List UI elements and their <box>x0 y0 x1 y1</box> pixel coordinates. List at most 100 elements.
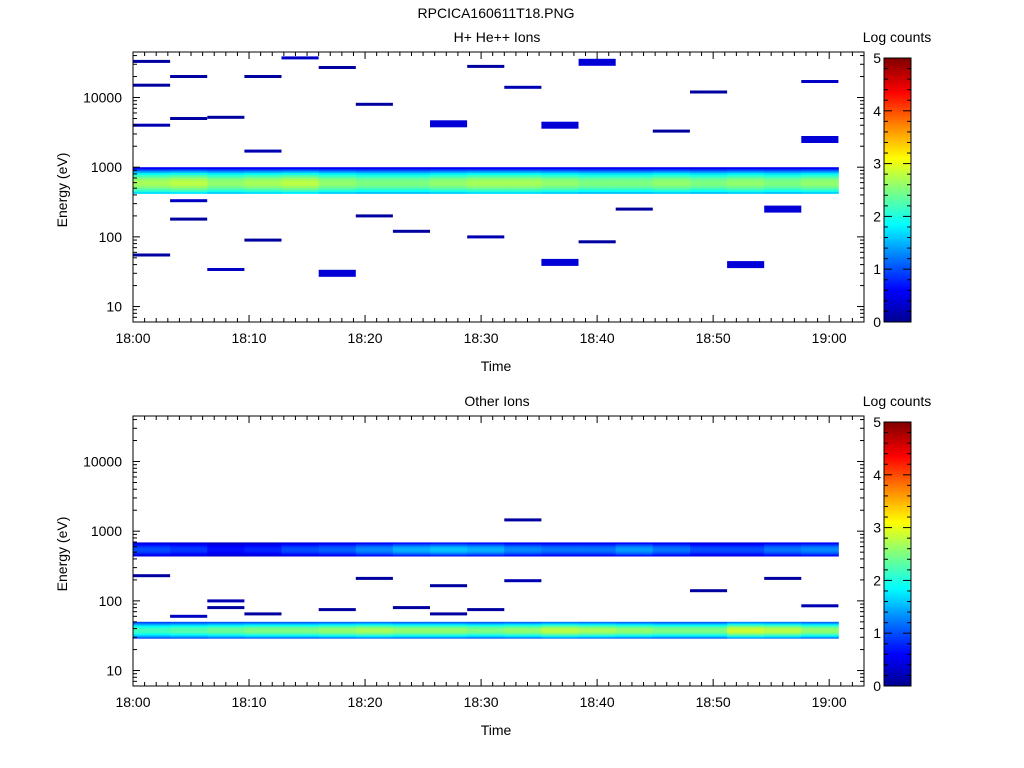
heatmap-cell <box>430 184 468 187</box>
heatmap-cell <box>355 191 394 194</box>
heatmap-cell <box>133 170 171 174</box>
heatmap-cell <box>690 624 728 626</box>
heatmap-cell <box>170 180 208 183</box>
heatmap-cell <box>170 543 208 545</box>
heatmap-cell <box>392 633 431 636</box>
heatmap-cell <box>430 624 468 626</box>
heatmap-cell <box>578 637 617 639</box>
heatmap-cell <box>355 176 394 179</box>
heatmap-cell <box>244 626 282 629</box>
heatmap-cell <box>467 626 505 629</box>
heatmap-cell <box>541 630 579 632</box>
heatmap-cell <box>133 191 171 194</box>
heatmap-cell <box>170 633 208 636</box>
heatmap-cell <box>207 551 245 553</box>
heatmap-cell <box>690 637 728 639</box>
heatmap-cell <box>467 543 505 545</box>
heatmap-cell <box>541 180 579 183</box>
heatmap-cell <box>727 630 765 632</box>
heatmap-cell <box>690 191 728 194</box>
heatmap-cell <box>170 634 208 637</box>
heatmap-cell <box>133 632 171 634</box>
heatmap-cell <box>652 543 691 545</box>
heatmap-cell <box>652 548 691 550</box>
heatmap-cell <box>615 625 654 627</box>
heatmap-cell <box>170 172 208 176</box>
heatmap-cell <box>318 269 356 277</box>
heatmap-cell <box>318 626 357 629</box>
heatmap-cell <box>430 191 468 194</box>
heatmap-cell <box>318 187 357 191</box>
heatmap-cell <box>690 625 728 627</box>
heatmap-cell <box>652 553 691 555</box>
heatmap-cell <box>207 552 245 554</box>
heatmap-cell <box>133 189 171 192</box>
heatmap-cell <box>652 129 690 133</box>
heatmap-cell <box>281 621 319 624</box>
heatmap-cell <box>578 546 617 548</box>
heatmap-cell <box>355 545 394 547</box>
heatmap-cell <box>244 634 282 637</box>
heatmap-cell <box>652 550 691 552</box>
heatmap-cell <box>690 543 728 545</box>
heatmap-cell <box>467 554 505 556</box>
heatmap-cell <box>578 191 617 194</box>
heatmap-cell <box>133 169 171 172</box>
heatmap-cell <box>207 543 245 545</box>
heatmap-cell <box>727 632 765 634</box>
heatmap-cell <box>430 637 468 639</box>
heatmap-cell <box>615 169 654 172</box>
heatmap-cell <box>727 623 765 625</box>
heatmap-cell <box>392 630 431 632</box>
heatmap-cell <box>170 546 208 548</box>
heatmap-cell <box>244 612 282 616</box>
heatmap-cell <box>801 631 839 633</box>
heatmap-cell <box>170 547 208 549</box>
heatmap-cell <box>615 548 654 550</box>
heatmap-cell <box>727 547 765 549</box>
heatmap-cell <box>801 627 839 630</box>
heatmap-cell <box>690 628 728 631</box>
heatmap-cell <box>801 191 839 194</box>
heatmap-cell <box>578 550 617 552</box>
heatmap-cell <box>504 169 542 172</box>
heatmap-cell <box>170 552 208 554</box>
heatmap-cell <box>133 547 171 549</box>
heatmap-cell <box>727 172 765 176</box>
heatmap-cell <box>244 543 282 545</box>
heatmap-cell <box>392 542 431 544</box>
heatmap-cell <box>281 169 319 172</box>
heatmap-cell <box>318 550 357 552</box>
heatmap-cell <box>615 637 654 639</box>
y-axis-label: Energy (eV) <box>54 517 70 592</box>
heatmap-cell <box>355 172 394 176</box>
heatmap-cell <box>504 180 542 183</box>
heatmap-cell <box>170 625 208 627</box>
heatmap-cell <box>467 187 505 191</box>
heatmap-cell <box>615 555 654 557</box>
heatmap-cell <box>652 167 691 170</box>
heatmap-cell <box>764 548 802 550</box>
heatmap-cell <box>541 182 579 185</box>
heatmap-cell <box>430 180 468 183</box>
heatmap-cell <box>652 174 691 177</box>
heatmap-cell <box>578 543 617 545</box>
plot-frame <box>132 51 865 323</box>
heatmap-cell <box>504 547 542 549</box>
heatmap-cell <box>727 545 765 547</box>
heatmap-cell <box>541 543 579 545</box>
heatmap-cell <box>764 624 802 626</box>
heatmap-cell <box>541 176 579 179</box>
heatmap-cell <box>244 627 282 630</box>
heatmap-cell <box>170 636 208 638</box>
heatmap-cell <box>392 624 431 626</box>
heatmap-cell <box>690 551 728 553</box>
heatmap-cell <box>244 180 282 183</box>
heatmap-cell <box>281 191 319 194</box>
heatmap-cell <box>430 621 468 624</box>
x-tick-label: 18:20 <box>348 694 383 710</box>
heatmap-cell <box>801 545 839 547</box>
heatmap-cell <box>764 634 802 637</box>
heatmap-cell <box>652 555 691 557</box>
heatmap-cell <box>318 546 357 548</box>
